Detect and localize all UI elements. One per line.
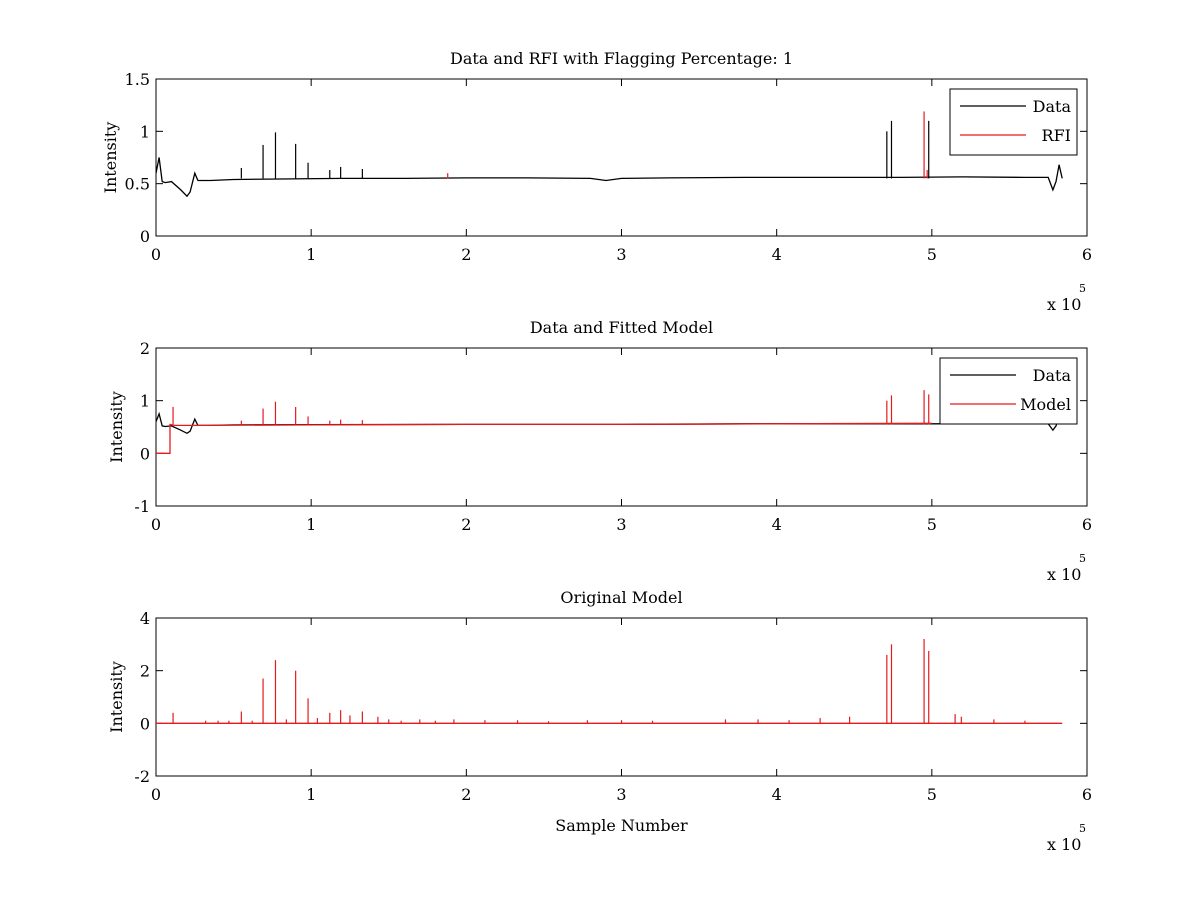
y-tick-label: 0: [140, 444, 150, 463]
x-axis-multiplier-exponent: 5: [1079, 552, 1086, 565]
plot-area: [156, 639, 1063, 724]
y-tick-label: 1.5: [125, 70, 150, 89]
x-tick-label: 4: [772, 245, 782, 264]
x-tick-label: 6: [1082, 515, 1092, 534]
x-tick-label: 0: [151, 245, 161, 264]
x-axis-multiplier-exponent: 5: [1079, 282, 1086, 295]
series-line-data: [156, 157, 1063, 198]
x-tick-label: 3: [616, 785, 626, 804]
y-tick-label: 0.5: [125, 175, 150, 194]
axes-frame: [155, 78, 1088, 237]
subplot-1: 0 1 2 3 4 5 6 0 0.5 1 1.5 Data and RFI with Flaggin…: [101, 49, 1092, 314]
x-tick-label: 6: [1082, 245, 1092, 264]
x-tick-label: 2: [461, 785, 471, 804]
x-tick-label: 2: [461, 515, 471, 534]
chart-title: Original Model: [560, 588, 682, 607]
x-tick-label: 0: [151, 515, 161, 534]
x-tick-label: 3: [616, 245, 626, 264]
y-axis-label: Intensity: [107, 661, 126, 733]
y-axis-label: Intensity: [107, 391, 126, 463]
x-tick-label: 4: [772, 785, 782, 804]
legend-entry: Data: [1033, 97, 1072, 116]
x-tick-label: 5: [927, 245, 937, 264]
x-tick-label: 4: [772, 515, 782, 534]
y-tick-label: 4: [140, 609, 150, 628]
x-tick-label: 1: [306, 515, 316, 534]
y-tick-label: 0: [140, 227, 150, 246]
x-tick-label: 3: [616, 515, 626, 534]
y-tick-label: -2: [134, 767, 150, 786]
x-tick-label: 0: [151, 785, 161, 804]
x-tick-label: 5: [927, 785, 937, 804]
y-tick-label: 1: [140, 392, 150, 411]
x-tick-label: 6: [1082, 785, 1092, 804]
y-axis-label: Intensity: [101, 122, 120, 194]
x-tick-label: 5: [927, 515, 937, 534]
legend-entry: Model: [1020, 395, 1071, 414]
legend-entry: Data: [1033, 366, 1072, 385]
x-axis-multiplier: x 10: [1047, 835, 1081, 854]
x-axis-label: Sample Number: [555, 816, 688, 835]
y-tick-label: -1: [134, 497, 150, 516]
x-tick-label: 2: [461, 245, 471, 264]
x-axis-multiplier-exponent: 5: [1079, 822, 1086, 835]
x-axis-multiplier: x 10: [1047, 295, 1081, 314]
y-tick-label: 2: [140, 662, 150, 681]
axes-frame: [155, 347, 1088, 507]
y-tick-label: 1: [140, 122, 150, 141]
y-tick-label: 2: [140, 339, 150, 358]
legend: Data RFI: [949, 88, 1078, 156]
x-tick-label: 1: [306, 785, 316, 804]
legend-box: [939, 357, 1078, 425]
chart-title: Data and RFI with Flagging Percentage: 1: [450, 49, 793, 68]
x-tick-label: 1: [306, 245, 316, 264]
legend: Data Model: [939, 357, 1078, 425]
legend-entry: RFI: [1042, 126, 1071, 145]
y-tick-label: 0: [140, 714, 150, 733]
x-axis-multiplier: x 10: [1047, 565, 1081, 584]
legend-box: [949, 88, 1078, 156]
series-line-model: [156, 422, 932, 454]
chart-title: Data and Fitted Model: [530, 318, 713, 337]
plot-area: [156, 111, 1063, 198]
axes-frame: [155, 617, 1088, 777]
